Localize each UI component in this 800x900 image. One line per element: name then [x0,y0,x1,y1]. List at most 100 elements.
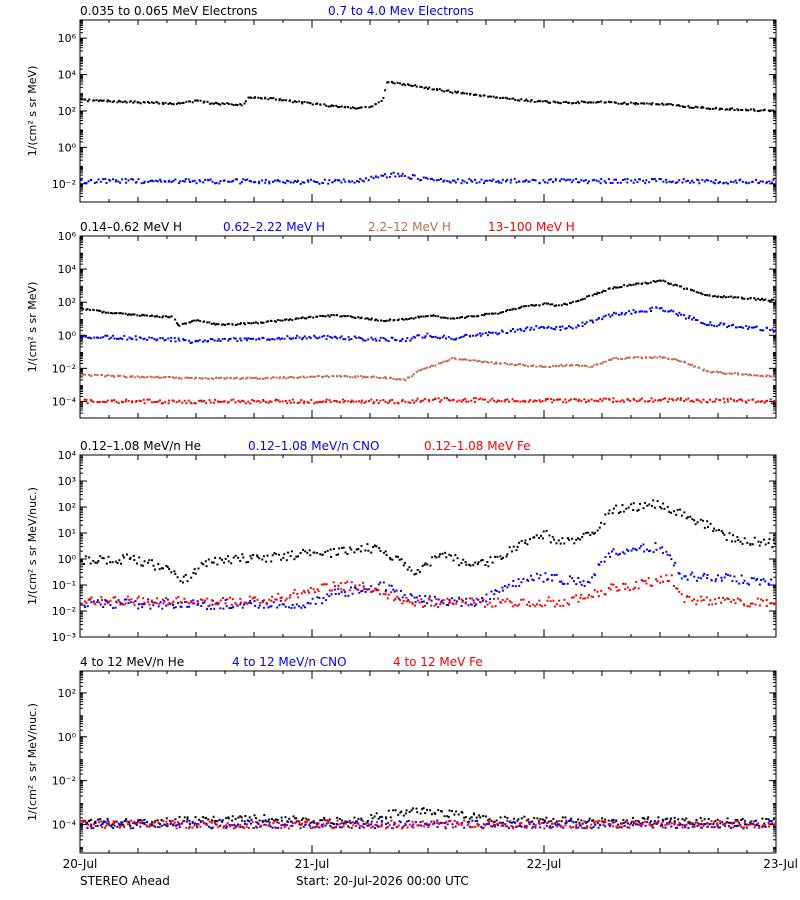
data-point [713,182,716,185]
data-point [554,178,557,181]
data-point [355,548,358,551]
data-point [607,178,610,181]
data-point [170,103,173,105]
data-point [90,823,92,826]
data-point [634,178,637,181]
data-point [559,398,561,401]
data-point [263,814,266,817]
data-point [406,826,409,829]
data-point [671,180,674,183]
data-point [653,355,656,358]
data-point [335,104,338,107]
data-point [644,824,647,827]
data-point [707,370,710,373]
data-point [362,339,365,342]
data-point [529,100,532,103]
data-point [451,317,454,320]
data-point [275,98,277,101]
data-point [680,285,683,288]
data-point [492,821,495,824]
data-point [102,178,105,181]
data-point [591,595,594,598]
data-point [114,596,117,599]
data-point [607,819,610,822]
data-point [115,312,118,315]
data-point [657,820,660,823]
data-point [623,284,626,287]
data-point [428,598,431,601]
data-point [765,599,768,601]
data-point [576,100,579,103]
data-point [662,309,665,312]
data-point [137,819,140,822]
data-point [684,361,686,364]
data-point [468,563,471,566]
data-point [94,820,97,823]
data-point [732,826,735,829]
data-point [85,822,88,825]
data-point [240,104,243,107]
data-point [584,179,587,182]
data-point [514,98,517,101]
data-point [723,576,726,579]
data-point [324,375,327,378]
data-point [598,292,601,294]
data-point [347,106,349,109]
data-point [309,337,312,340]
data-point [149,824,152,827]
data-point [679,399,682,401]
data-point [214,398,217,401]
data-point [607,313,610,316]
data-point [200,605,203,607]
data-point [392,809,395,812]
data-point [561,365,564,368]
data-point [762,825,765,827]
data-point [484,312,486,315]
data-point [577,299,580,302]
data-point [168,316,171,319]
data-point [759,400,762,403]
data-point [595,293,598,296]
data-point [408,318,411,320]
data-point [367,549,370,552]
data-point [374,103,377,105]
data-point [106,334,109,337]
data-point [700,595,703,598]
data-point [136,101,139,104]
data-point [595,318,598,321]
data-point [387,809,390,812]
data-point [630,820,633,823]
data-point [543,327,546,329]
data-point [401,172,404,175]
data-point [626,181,629,184]
data-point [259,377,261,380]
data-point [484,398,487,401]
data-point [207,377,210,380]
data-point [764,543,767,546]
data-point [347,594,350,597]
data-point [359,337,362,339]
data-point [487,401,490,404]
data-point [417,369,420,372]
data-point [327,820,330,823]
data-point [403,175,406,177]
data-point [517,363,520,366]
data-point [272,376,275,379]
data-point [261,819,264,822]
data-point [257,606,260,609]
data-point [428,366,431,369]
data-point [598,819,601,822]
data-point [171,399,174,402]
data-point [693,823,696,826]
data-point [298,821,301,823]
data-point [638,310,641,313]
data-point [689,363,692,366]
data-point [219,824,222,827]
data-point [575,300,578,303]
data-point [767,818,770,821]
data-point [193,179,196,182]
data-point [382,581,385,584]
data-point [106,601,109,604]
data-point [656,356,659,359]
